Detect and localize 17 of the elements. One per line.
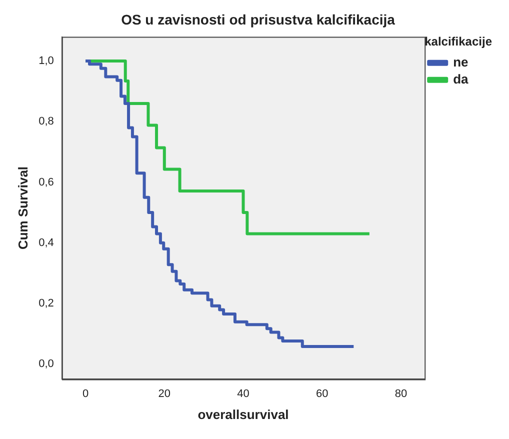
- y-tick-label: 1,0: [38, 55, 54, 68]
- x-tick-label: 20: [158, 388, 171, 400]
- chart-title: OS u zavisnosti od prisustva kalcifikacija: [121, 11, 396, 28]
- y-tick-label: 0,2: [38, 297, 54, 310]
- y-tick-label: 0,0: [38, 358, 54, 370]
- legend-title: kalcifikacije: [424, 34, 492, 48]
- y-tick-label: 0,4: [38, 236, 54, 249]
- x-tick-label: 80: [394, 388, 408, 400]
- x-tick-label: 0: [82, 388, 89, 400]
- y-tick-label: 0,8: [38, 116, 54, 128]
- y-axis-title: Cum Survival: [15, 166, 30, 250]
- legend-label: da: [453, 71, 470, 86]
- x-axis-title: overallsurvival: [198, 406, 289, 422]
- legend-label: ne: [453, 54, 468, 70]
- x-tick-label: 60: [316, 388, 328, 400]
- y-tick-label: 0,6: [38, 176, 54, 188]
- x-tick-label: 40: [237, 388, 250, 400]
